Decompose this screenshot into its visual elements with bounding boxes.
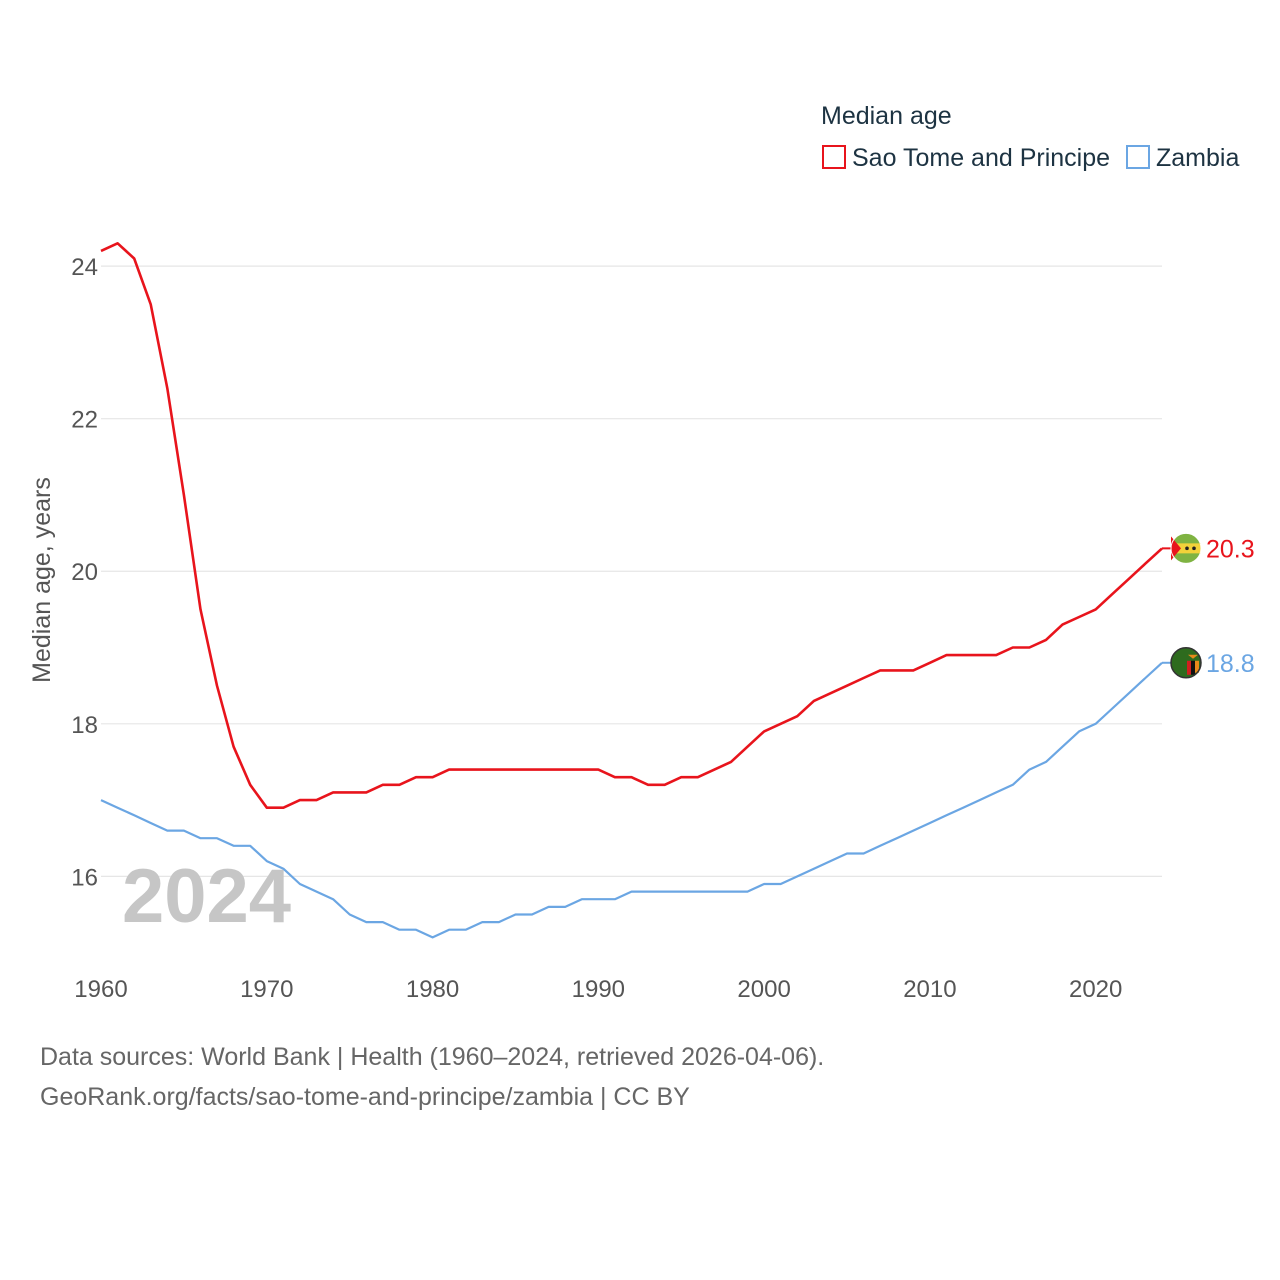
series-line-sao-tome-and-principe[interactable] xyxy=(100,242,1163,810)
x-tick-label: 1970 xyxy=(240,976,293,1003)
end-markers: 20.3 18.8 xyxy=(1162,532,1255,679)
x-tick-label: 2010 xyxy=(903,976,956,1003)
x-tick-label: 2020 xyxy=(1069,976,1122,1003)
footer-sources: Data sources: World Bank | Health (1960–… xyxy=(40,1043,825,1071)
legend-label-sao-tome-and-principe: Sao Tome and Principe xyxy=(852,144,1110,172)
y-tick-label: 24 xyxy=(71,254,98,281)
gridlines xyxy=(101,265,1162,877)
y-axis-ticks: 16 18 20 22 24 xyxy=(71,254,98,891)
y-tick-label: 18 xyxy=(71,712,98,739)
year-overlay: 2024 xyxy=(122,854,291,939)
end-value-label-sao-tome-and-principe: 20.3 xyxy=(1206,535,1255,563)
x-tick-label: 1990 xyxy=(572,976,625,1003)
x-axis-ticks: 1960 1970 1980 1990 2000 2010 2020 xyxy=(74,976,1122,1003)
legend-item-zambia[interactable]: Zambia xyxy=(1126,144,1239,172)
legend-label-zambia: Zambia xyxy=(1156,144,1239,172)
legend-title: Median age xyxy=(821,102,952,130)
y-axis-label: Median age, years xyxy=(28,477,56,683)
sao-tome-and-principe-flag-icon xyxy=(1170,532,1202,564)
series-line-zambia[interactable] xyxy=(100,661,1163,939)
y-tick-label: 22 xyxy=(71,407,98,434)
zambia-flag-icon xyxy=(1170,647,1202,679)
x-tick-label: 1960 xyxy=(74,976,127,1003)
y-tick-label: 16 xyxy=(71,864,98,891)
legend-swatch-sao-tome-and-principe xyxy=(822,145,846,169)
end-value-label-zambia: 18.8 xyxy=(1206,650,1255,678)
footer-link[interactable]: GeoRank.org/facts/sao-tome-and-principe/… xyxy=(40,1083,690,1111)
x-tick-label: 2000 xyxy=(737,976,790,1003)
x-tick-label: 1980 xyxy=(406,976,459,1003)
y-tick-label: 20 xyxy=(71,559,98,586)
series-lines xyxy=(100,242,1163,939)
legend-item-sao-tome-and-principe[interactable]: Sao Tome and Principe xyxy=(822,144,1110,172)
legend-swatch-zambia xyxy=(1126,145,1150,169)
legend: Median age Sao Tome and Principe Zambia xyxy=(821,102,1239,172)
